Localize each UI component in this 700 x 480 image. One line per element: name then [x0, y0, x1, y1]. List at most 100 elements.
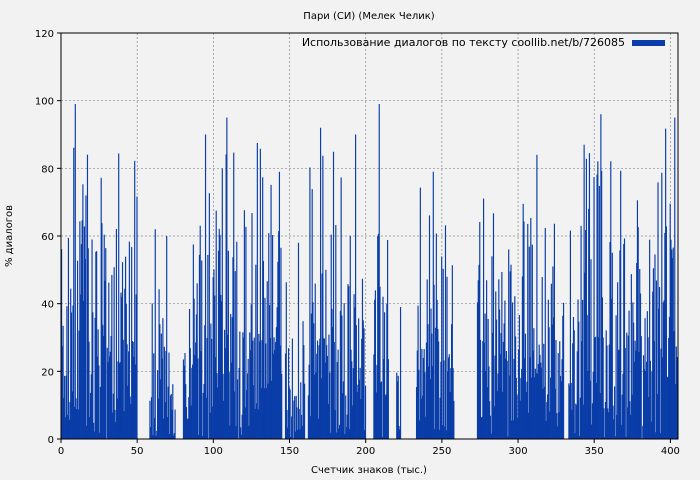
bar — [435, 233, 437, 439]
bar — [334, 410, 336, 439]
bar — [527, 412, 530, 439]
y-tick-label: 0 — [48, 435, 54, 446]
bar — [659, 433, 661, 439]
bar — [290, 437, 292, 439]
bar — [511, 420, 513, 439]
bar — [232, 257, 234, 439]
bar — [644, 318, 646, 439]
bar — [240, 434, 242, 439]
bar — [228, 372, 230, 439]
bar — [61, 249, 63, 439]
bar — [520, 377, 522, 439]
bar — [656, 394, 658, 439]
bar — [655, 432, 657, 439]
bar — [287, 427, 289, 439]
bar — [183, 365, 185, 439]
bar — [676, 357, 678, 439]
bar — [552, 266, 554, 439]
bar — [271, 235, 274, 439]
bar — [130, 404, 132, 439]
bar — [239, 331, 241, 439]
bar — [134, 160, 136, 439]
bar — [624, 348, 626, 439]
bar — [319, 127, 322, 439]
bar — [427, 324, 429, 439]
x-axis-label: Счетчик знаков (тыс.) — [311, 465, 427, 476]
bar — [424, 372, 426, 439]
bar — [382, 296, 384, 439]
bar — [259, 148, 261, 439]
bar — [483, 342, 485, 439]
bar — [513, 359, 515, 439]
bar — [569, 385, 571, 439]
bar — [577, 299, 579, 439]
bar — [227, 250, 229, 439]
bar — [192, 244, 194, 439]
bar — [432, 171, 434, 439]
bar — [426, 279, 428, 439]
bar — [66, 306, 68, 439]
bar — [73, 147, 75, 439]
bar — [295, 395, 297, 439]
bar — [636, 200, 639, 439]
bar — [110, 336, 112, 439]
bar — [325, 269, 327, 439]
bar — [263, 388, 265, 439]
bar — [668, 316, 671, 439]
bar — [92, 422, 95, 439]
bar — [640, 336, 642, 439]
bar — [106, 347, 108, 439]
bar — [328, 334, 330, 439]
bar — [88, 341, 90, 439]
bar — [613, 419, 615, 439]
bar — [236, 241, 238, 439]
bar — [104, 280, 106, 439]
bar — [482, 198, 485, 439]
bar — [340, 177, 342, 439]
bar — [587, 370, 589, 439]
bar — [501, 271, 503, 439]
bar — [208, 193, 210, 439]
bar — [65, 375, 67, 439]
bar — [259, 341, 261, 439]
bar — [273, 337, 275, 439]
bar — [155, 435, 157, 439]
bar — [636, 263, 638, 439]
bar — [344, 434, 346, 439]
bar — [275, 342, 277, 439]
bar — [171, 409, 173, 439]
bar — [447, 357, 450, 439]
bar — [80, 294, 82, 439]
bar — [537, 363, 540, 439]
bar — [185, 384, 187, 439]
bar — [268, 305, 271, 439]
bar — [131, 341, 134, 439]
bar — [601, 297, 603, 439]
bar — [173, 433, 175, 439]
bar — [356, 392, 358, 439]
legend-label: Использование диалогов по тексту coollib… — [302, 36, 625, 49]
bar — [486, 280, 488, 439]
bar — [638, 351, 640, 439]
bar — [547, 299, 549, 439]
bar — [215, 210, 217, 439]
bar — [201, 435, 204, 439]
bar — [316, 340, 319, 439]
bar — [579, 397, 581, 439]
bar — [541, 277, 543, 439]
bar — [260, 388, 262, 439]
bar — [529, 357, 531, 439]
bar — [291, 416, 293, 439]
bar — [189, 348, 191, 439]
bar — [602, 337, 604, 439]
bar — [156, 370, 159, 439]
bar — [156, 430, 158, 439]
bar — [300, 382, 302, 439]
bar — [562, 315, 564, 439]
bar — [233, 152, 235, 439]
bar — [444, 225, 447, 439]
bar — [398, 426, 400, 439]
bar — [632, 302, 634, 439]
bar — [241, 414, 243, 439]
bar — [594, 337, 596, 439]
